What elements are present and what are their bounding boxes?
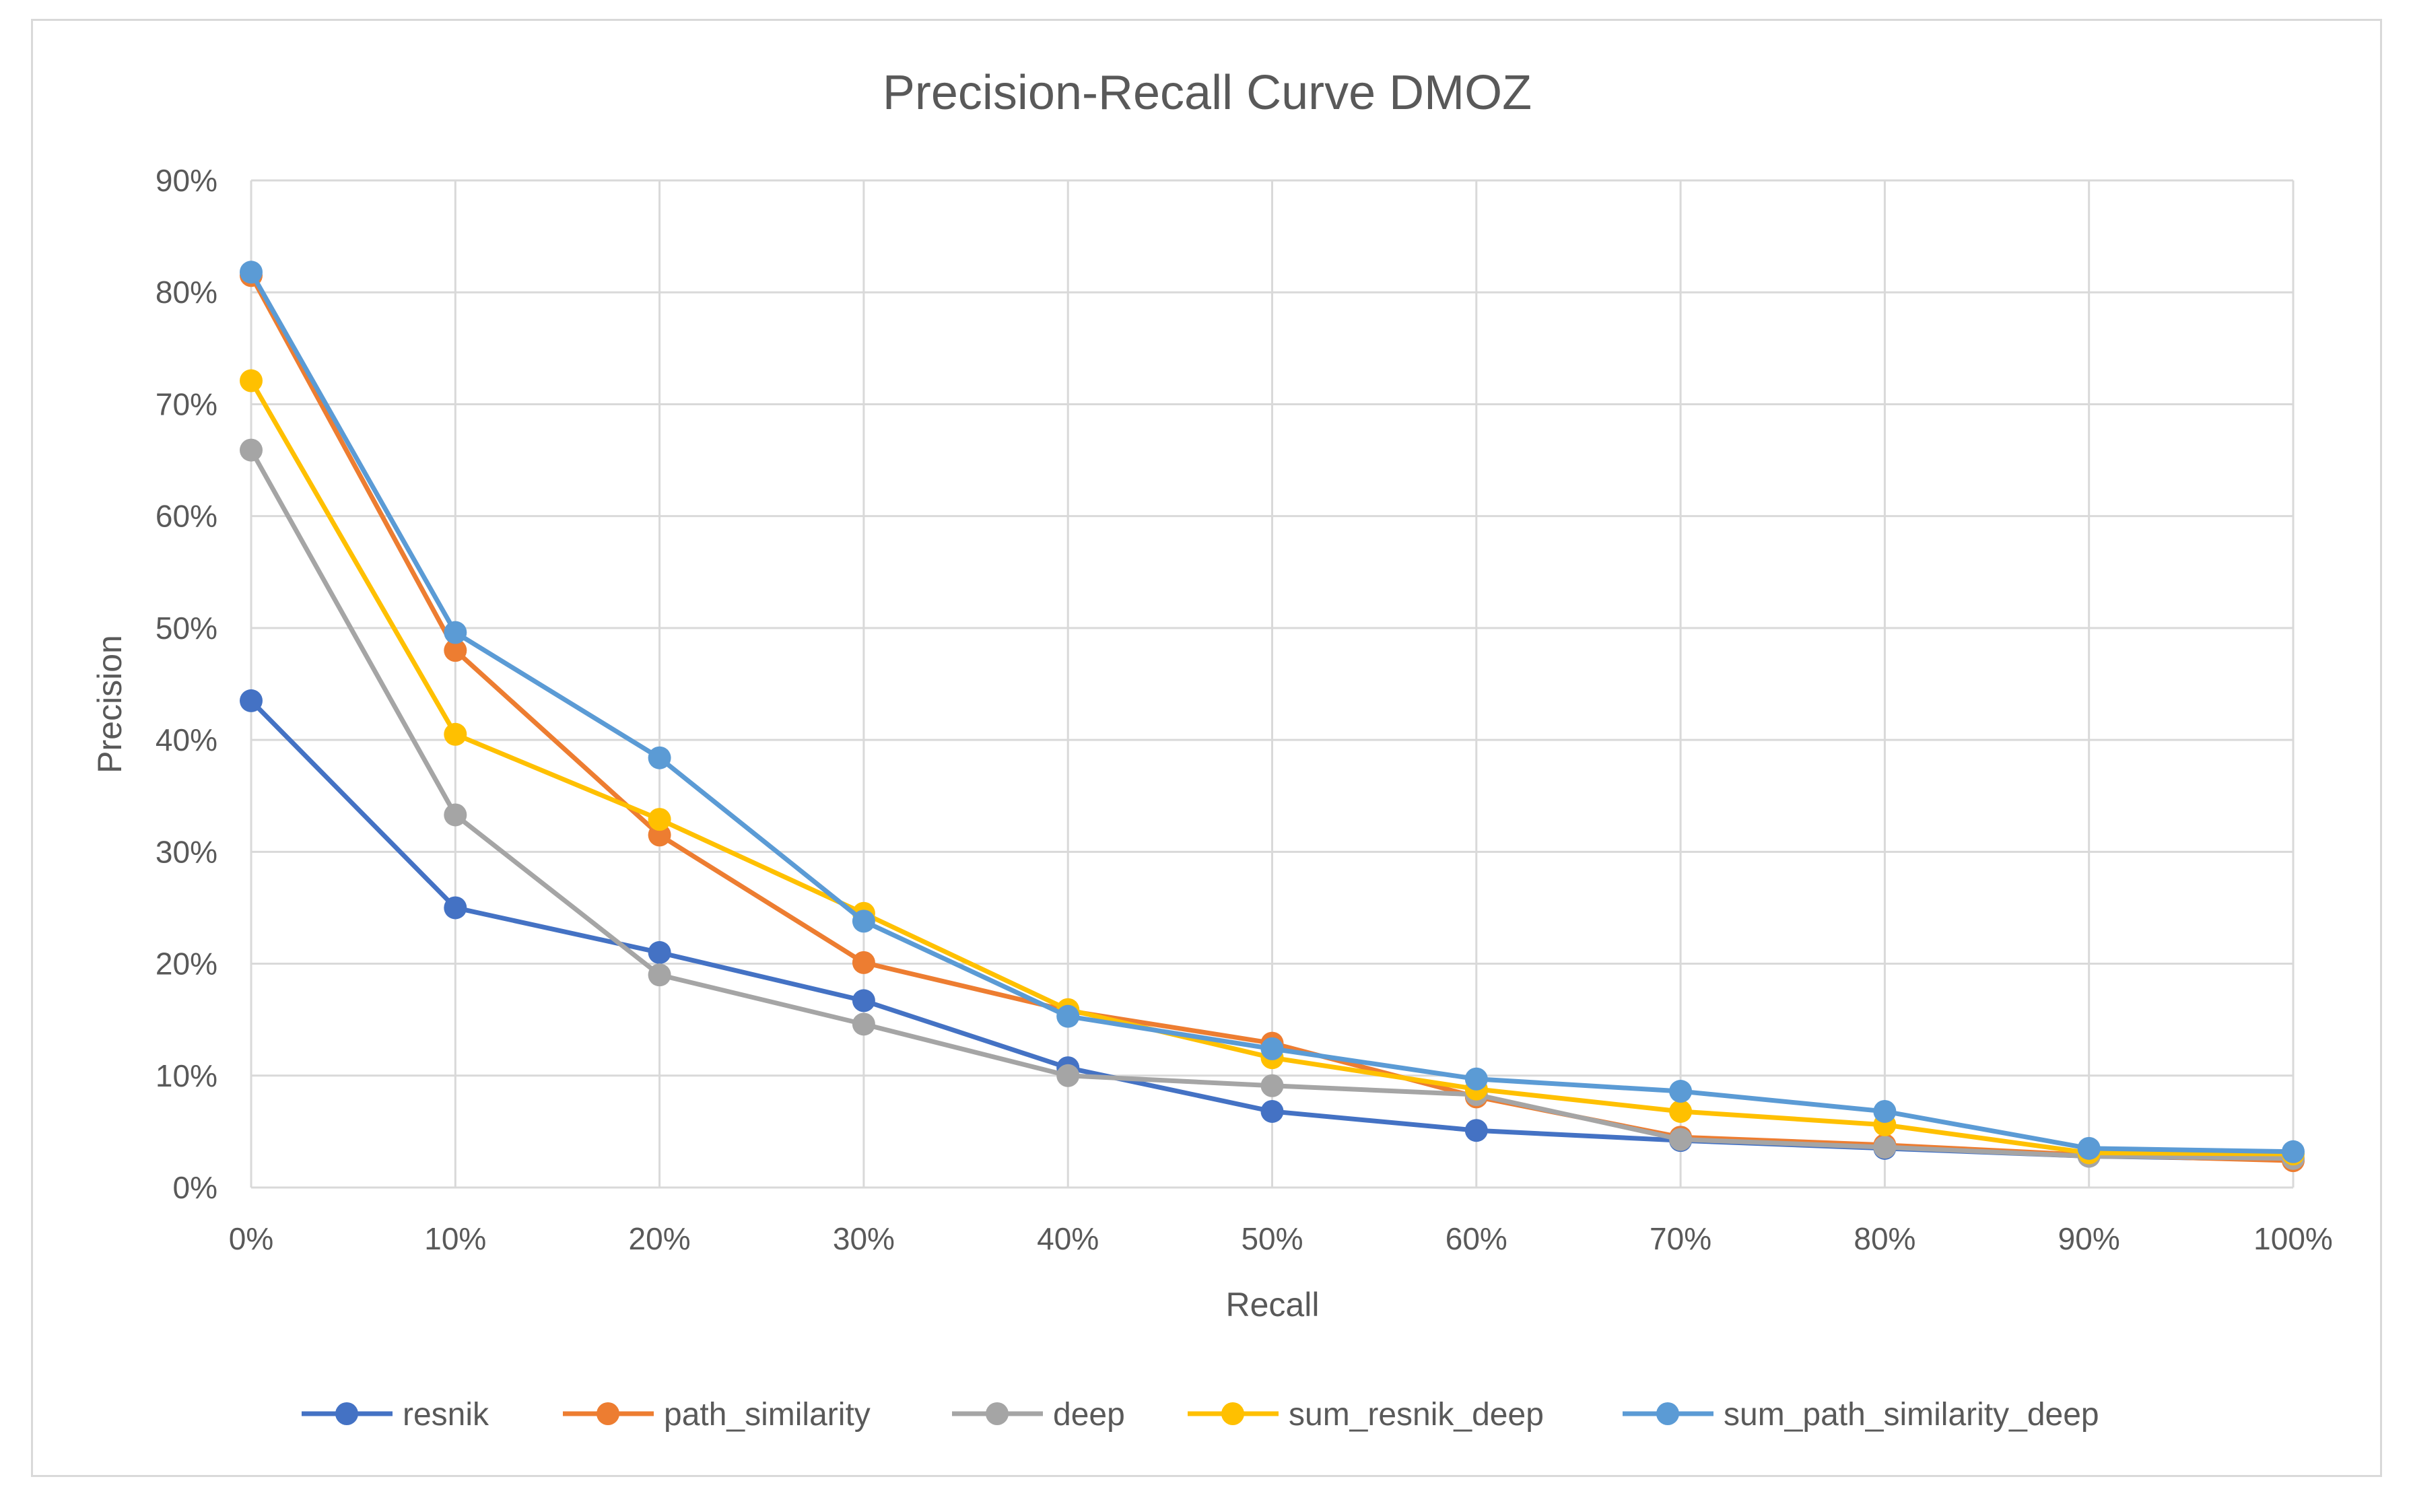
data-point-resnik bbox=[1260, 1099, 1284, 1123]
legend-label-path-similarity: path_similarity bbox=[664, 1397, 871, 1433]
legend-item-path-similarity: path_similarity bbox=[563, 1397, 871, 1433]
legend-item-resnik: resnik bbox=[302, 1397, 489, 1433]
legend-marker-resnik bbox=[335, 1402, 358, 1425]
data-point-sum-path-similarity-deep bbox=[2077, 1136, 2101, 1160]
y-tick-label: 60% bbox=[156, 499, 217, 534]
x-tick-label: 30% bbox=[833, 1221, 895, 1256]
x-tick-label: 70% bbox=[1650, 1221, 1711, 1256]
data-point-sum-path-similarity-deep bbox=[1873, 1099, 1897, 1123]
legend: resnik path_similarity deep sum_resnik_deep… bbox=[302, 1397, 2099, 1433]
data-point-sum-path-similarity-deep bbox=[240, 261, 263, 284]
data-point-sum-resnik-deep bbox=[444, 722, 467, 746]
data-point-path-similarity bbox=[852, 951, 875, 974]
y-tick-label: 90% bbox=[156, 163, 217, 198]
data-point-resnik bbox=[240, 689, 263, 712]
chart-title: Precision-Recall Curve DMOZ bbox=[883, 66, 1532, 120]
data-point-resnik bbox=[852, 989, 875, 1012]
data-point-deep bbox=[1260, 1074, 1284, 1097]
y-tick-label: 20% bbox=[156, 947, 217, 982]
data-point-deep bbox=[852, 1012, 875, 1036]
legend-label-sum-resnik-deep: sum_resnik_deep bbox=[1289, 1397, 1544, 1433]
data-point-sum-path-similarity-deep bbox=[648, 746, 671, 769]
legend-marker-sum-resnik-deep bbox=[1221, 1402, 1244, 1425]
legend-marker-deep bbox=[986, 1402, 1009, 1425]
y-tick-label: 0% bbox=[173, 1170, 217, 1205]
x-tick-label: 50% bbox=[1241, 1221, 1303, 1256]
data-point-resnik bbox=[1464, 1119, 1488, 1142]
data-point-path-similarity bbox=[444, 639, 467, 662]
data-point-path-similarity bbox=[648, 823, 671, 847]
x-axis-title: Recall bbox=[1226, 1286, 1320, 1324]
data-point-sum-resnik-deep bbox=[648, 808, 671, 831]
y-tick-label: 30% bbox=[156, 834, 217, 869]
x-tick-label: 100% bbox=[2253, 1221, 2333, 1256]
data-point-sum-resnik-deep bbox=[240, 369, 263, 392]
series-deep bbox=[240, 438, 2305, 1170]
x-tick-label: 90% bbox=[2058, 1221, 2120, 1256]
y-tick-label: 50% bbox=[156, 611, 217, 646]
chart-frame bbox=[31, 19, 2382, 1477]
data-point-deep bbox=[1873, 1136, 1897, 1159]
legend-item-deep: deep bbox=[952, 1397, 1125, 1433]
y-tick-label: 80% bbox=[156, 275, 217, 310]
data-point-sum-path-similarity-deep bbox=[1464, 1067, 1488, 1091]
x-tick-label: 20% bbox=[629, 1221, 691, 1256]
legend-label-sum-path-similarity-deep: sum_path_similarity_deep bbox=[1724, 1397, 2099, 1433]
data-point-sum-path-similarity-deep bbox=[2282, 1140, 2305, 1163]
data-point-sum-path-similarity-deep bbox=[444, 621, 467, 644]
legend-marker-path-similarity bbox=[597, 1402, 619, 1425]
legend-label-deep: deep bbox=[1053, 1397, 1125, 1433]
y-tick-label: 10% bbox=[156, 1058, 217, 1093]
data-point-deep bbox=[240, 438, 263, 462]
series-lines bbox=[240, 261, 2305, 1173]
x-tick-label: 10% bbox=[424, 1221, 486, 1256]
x-tick-label: 60% bbox=[1446, 1221, 1507, 1256]
legend-marker-sum-path-similarity-deep bbox=[1656, 1402, 1679, 1425]
data-point-deep bbox=[1669, 1128, 1693, 1151]
series-sum-path-similarity-deep bbox=[240, 261, 2305, 1163]
legend-item-sum-path-similarity-deep: sum_path_similarity_deep bbox=[1623, 1397, 2099, 1433]
gridlines bbox=[250, 179, 2295, 1189]
data-point-sum-path-similarity-deep bbox=[1669, 1080, 1693, 1103]
y-tick-label: 40% bbox=[156, 722, 217, 757]
data-point-sum-path-similarity-deep bbox=[852, 909, 875, 933]
y-axis-tick-labels: 0% 10% 20% 30% 40% 50% 60% 70% 80% 90% bbox=[156, 163, 217, 1205]
data-point-sum-path-similarity-deep bbox=[1056, 1004, 1080, 1028]
x-axis-tick-labels: 0% 10% 20% 30% 40% 50% 60% 70% 80% 90% 100% bbox=[229, 1221, 2333, 1256]
x-tick-label: 0% bbox=[229, 1221, 273, 1256]
y-axis-title: Precision bbox=[91, 635, 129, 774]
data-point-deep bbox=[1056, 1064, 1080, 1087]
x-tick-label: 80% bbox=[1854, 1221, 1915, 1256]
data-point-resnik bbox=[444, 896, 467, 920]
data-point-deep bbox=[648, 963, 671, 987]
x-tick-label: 40% bbox=[1037, 1221, 1099, 1256]
y-tick-label: 70% bbox=[156, 386, 217, 421]
data-point-resnik bbox=[648, 940, 671, 964]
data-point-sum-resnik-deep bbox=[1669, 1099, 1693, 1123]
legend-label-resnik: resnik bbox=[403, 1397, 489, 1433]
legend-item-sum-resnik-deep: sum_resnik_deep bbox=[1188, 1397, 1544, 1433]
data-point-deep bbox=[444, 803, 467, 827]
data-point-sum-path-similarity-deep bbox=[1260, 1037, 1284, 1060]
